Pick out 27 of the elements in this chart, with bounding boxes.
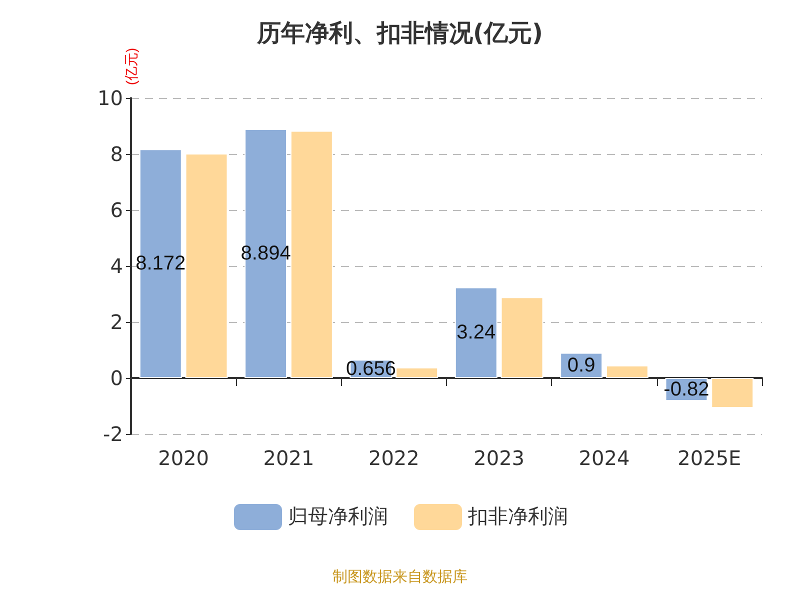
data-label: 0.9 (567, 354, 596, 376)
x-tick-label: 2021 (263, 446, 314, 470)
x-tick-label: 2023 (474, 446, 525, 470)
legend-label: 扣非净利润 (467, 506, 568, 528)
y-tick-label: -2 (103, 422, 123, 446)
x-tick-label: 2022 (368, 446, 420, 470)
y-tick-label: 10 (98, 86, 123, 110)
data-label: 3.24 (456, 322, 496, 344)
y-tick-label: 8 (110, 142, 123, 166)
bar (290, 130, 333, 378)
x-tick-label: 2020 (158, 446, 210, 470)
bar (606, 365, 648, 378)
x-tick-label: 2024 (578, 446, 630, 470)
bar (396, 367, 438, 378)
legend-label: 归母净利润 (288, 506, 388, 528)
bar (454, 287, 498, 378)
y-tick-label: 2 (110, 310, 123, 334)
chart-title: 历年净利、扣非情况(亿元) (256, 19, 543, 47)
bar (500, 297, 544, 378)
bar (711, 378, 754, 408)
x-tick-label: 2025E (678, 446, 742, 470)
y-tick-label: 0 (110, 366, 123, 390)
text: 制图数据来自数据库 (332, 568, 468, 586)
y-axis-title: (亿元) (123, 48, 139, 86)
bar (185, 153, 228, 378)
y-tick-label: 6 (110, 198, 123, 222)
y-tick-label: 4 (110, 254, 123, 278)
